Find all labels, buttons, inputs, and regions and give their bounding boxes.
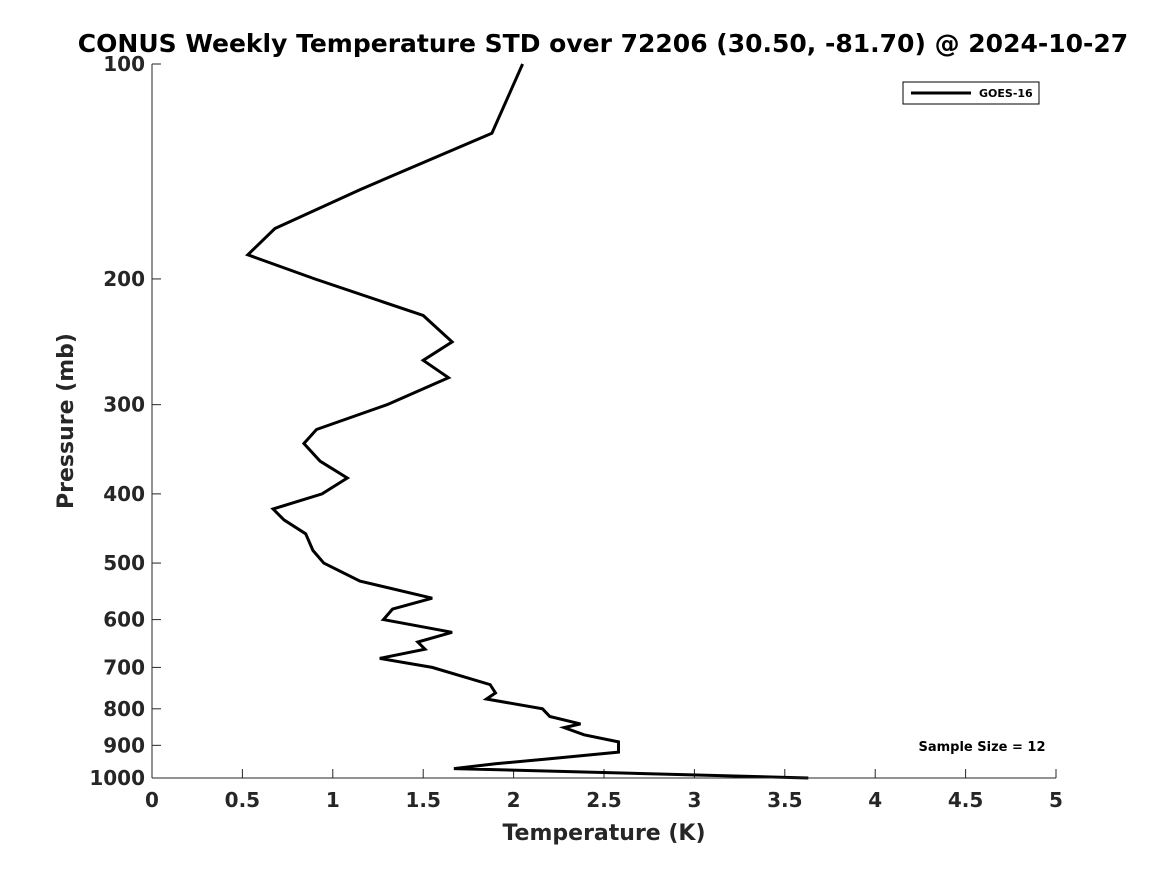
x-tick-label: 3	[687, 788, 701, 812]
y-tick-label: 100	[103, 52, 145, 76]
y-tick-label: 700	[103, 655, 145, 679]
y-tick-label: 400	[103, 482, 145, 506]
x-axis-ticks: 0 0.5 1 1.5 2 2.5 3 3.5 4 4.5 5	[145, 769, 1063, 812]
x-tick-label: 0	[145, 788, 159, 812]
y-tick-label: 500	[103, 551, 145, 575]
legend: GOES-16	[902, 81, 1040, 105]
x-tick-label: 2	[507, 788, 521, 812]
x-tick-label: 0.5	[225, 788, 260, 812]
series-line-goes-16	[245, 63, 809, 780]
x-axis-label: Temperature (K)	[502, 821, 705, 846]
chart-title: CONUS Weekly Temperature STD over 72206 …	[78, 29, 1128, 58]
x-tick-label: 4	[868, 788, 882, 812]
x-tick-label: 1	[326, 788, 340, 812]
y-axis-ticks: 100 200 300 400 500 600 700 800 900 1000	[89, 52, 161, 790]
y-tick-label: 600	[103, 608, 145, 632]
y-tick-label: 300	[103, 393, 145, 417]
x-tick-label: 2.5	[586, 788, 621, 812]
x-tick-label: 1.5	[405, 788, 440, 812]
y-tick-label: 1000	[89, 766, 145, 790]
legend-label-goes-16: GOES-16	[979, 87, 1033, 100]
x-tick-label: 5	[1049, 788, 1063, 812]
x-tick-label: 4.5	[948, 788, 983, 812]
y-tick-label: 900	[103, 733, 145, 757]
y-tick-label: 200	[103, 267, 145, 291]
x-tick-label: 3.5	[767, 788, 802, 812]
y-tick-label: 800	[103, 697, 145, 721]
y-axis-label: Pressure (mb)	[54, 333, 79, 509]
sample-size-annotation: Sample Size = 12	[918, 740, 1045, 755]
